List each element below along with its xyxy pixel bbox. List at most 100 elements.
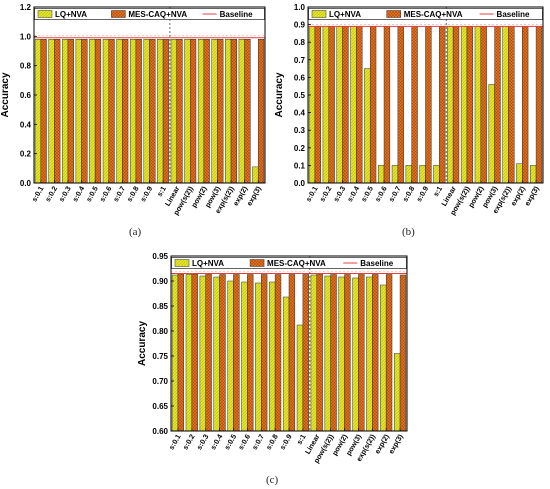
x-tick-label: s:1	[431, 184, 444, 197]
bar-mes-caq-nva	[358, 274, 365, 432]
x-tick-label: s:0.8	[125, 185, 141, 204]
x-tick-label: s:0.4	[345, 185, 361, 204]
bar-lq-nva	[308, 26, 316, 184]
y-tick-label: 0.75	[152, 352, 168, 361]
bar-mes-caq-nva	[257, 39, 265, 184]
bar-lq-nva	[460, 26, 468, 184]
bar-mes-caq-nva	[439, 26, 446, 184]
bar-mes-caq-nva	[411, 26, 418, 184]
x-tick-label: s:0.4	[70, 185, 86, 204]
bar-mes-caq-nva	[342, 26, 349, 184]
chart-panel-b: 0.0 0.1 0.2 0.3 0.4 0.5 0.6 0.7 0.8 0.9 1.0 Accurac…	[274, 3, 544, 217]
bar-lq-nva	[324, 275, 331, 432]
x-tick-label: exp(3)	[522, 184, 541, 207]
x-tick-label: s:0.2	[317, 185, 333, 204]
x-tick-label: s:0.9	[138, 185, 154, 204]
y-tick-label: 0.0	[294, 179, 306, 188]
bar-mes-caq-nva	[233, 274, 240, 432]
bar-lq-nva	[241, 281, 248, 432]
x-tick-label: s:0.7	[387, 185, 403, 204]
x-tick-label: exp(3)	[386, 432, 405, 455]
y-tick-label: 0.90	[152, 277, 168, 286]
bar-mes-caq-nva	[230, 39, 237, 184]
x-tick-label: s:0.1	[30, 185, 46, 204]
bar-lq-nva	[238, 39, 245, 184]
caption-b: (b)	[402, 226, 415, 238]
bar-mes-caq-nva	[314, 26, 321, 184]
x-tick-label: s:0.6	[236, 433, 252, 452]
bar-mes-caq-nva	[344, 274, 351, 432]
x-tick-label: s:0.8	[400, 185, 416, 204]
x-tick-label: s:0.3	[57, 185, 73, 204]
y-tick-label: 0.80	[152, 327, 168, 336]
bar-mes-caq-nva	[302, 274, 309, 432]
bar-lq-nva	[366, 276, 373, 432]
x-tick-label: s:0.5	[84, 185, 100, 204]
x-tick-label: s:0.2	[181, 433, 197, 452]
x-tick-label: s:0.1	[304, 185, 320, 204]
bar-lq-nva	[211, 39, 218, 184]
bar-lq-nva	[252, 166, 259, 184]
bar-mes-caq-nva	[397, 26, 404, 184]
bar-lq-nva	[364, 68, 371, 184]
y-tick-label: 0.3	[294, 126, 306, 135]
x-tick-label: s:0.6	[373, 185, 389, 204]
bar-lq-nva	[157, 39, 164, 184]
bar-lq-nva	[380, 284, 387, 432]
legend-label-baseline: Baseline	[360, 259, 393, 268]
bar-mes-caq-nva	[81, 39, 88, 184]
legend-swatch-mes-caq-nva	[386, 10, 401, 18]
x-tick-label: s:0.4	[208, 433, 224, 452]
y-tick-label: 0.0	[20, 179, 32, 188]
bar-mes-caq-nva	[383, 26, 391, 184]
x-tick-label: s:0.9	[414, 185, 430, 204]
y-tick-label: 0.5	[294, 91, 306, 100]
bar-mes-caq-nva	[149, 39, 156, 184]
legend-label-lq-nva: LQ+NVA	[55, 10, 87, 19]
x-tick-label: s:0.7	[250, 433, 266, 452]
y-tick-label: 1.0	[294, 3, 306, 12]
x-tick-label: s:0.9	[278, 433, 294, 452]
bar-mes-caq-nva	[316, 273, 323, 432]
y-tick-label: 0.9	[294, 21, 306, 30]
bar-mes-caq-nva	[217, 39, 224, 184]
bar-mes-caq-nva	[177, 273, 185, 432]
bar-mes-caq-nva	[244, 39, 251, 184]
bar-lq-nva	[34, 39, 42, 184]
bar-lq-nva	[227, 280, 234, 432]
legend-label-mes-caq-nva: MES-CAQ+NVA	[267, 259, 326, 268]
bar-lq-nva	[129, 39, 137, 184]
bar-lq-nva	[102, 39, 109, 184]
caption-c: (c)	[266, 474, 279, 486]
x-tick-label: s:0.5	[359, 185, 375, 204]
x-tick-label: s:0.1	[167, 433, 183, 452]
legend-swatch-lq-nva	[37, 10, 53, 18]
y-tick-label: 0.65	[152, 402, 168, 411]
bar-mes-caq-nva	[522, 26, 529, 184]
x-tick-label: s:0.5	[222, 433, 238, 452]
bar-mes-caq-nva	[480, 26, 487, 184]
y-tick-label: 0.7	[294, 56, 306, 65]
bar-lq-nva	[336, 26, 343, 184]
x-tick-label: s:0.7	[111, 185, 127, 204]
bar-mes-caq-nva	[176, 39, 183, 184]
bar-mes-caq-nva	[94, 39, 102, 184]
y-tick-label: 0.1	[294, 161, 306, 170]
bar-mes-caq-nva	[452, 26, 460, 184]
x-tick-label: s:0.8	[264, 433, 280, 452]
bar-mes-caq-nva	[191, 273, 198, 432]
legend-swatch-mes-caq-nva	[249, 259, 265, 267]
bar-lq-nva	[89, 39, 96, 184]
bar-lq-nva	[282, 296, 290, 432]
caption-a: (a)	[129, 226, 142, 238]
y-tick-label: 0.8	[20, 62, 32, 71]
x-tick-label: s:1	[155, 184, 168, 197]
bar-mes-caq-nva	[328, 26, 335, 184]
y-tick-label: 0.70	[152, 377, 168, 386]
legend-label-lq-nva: LQ+NVA	[329, 10, 361, 19]
bar-lq-nva	[62, 39, 69, 184]
y-tick-label: 0.2	[20, 150, 32, 159]
bar-mes-caq-nva	[122, 39, 129, 184]
legend-swatch-mes-caq-nva	[111, 10, 126, 18]
bar-mes-caq-nva	[369, 26, 377, 184]
